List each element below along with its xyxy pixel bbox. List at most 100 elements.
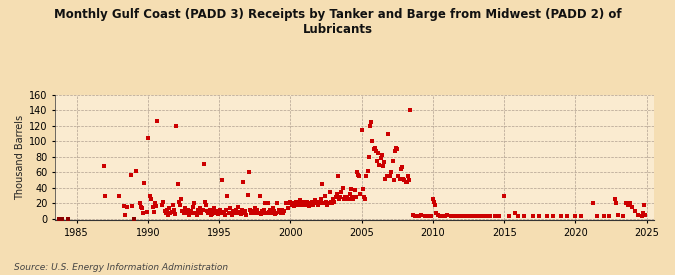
Point: [157, 203, 167, 207]
Point: [230, 210, 240, 215]
Point: [159, 209, 170, 213]
Point: [209, 206, 220, 210]
Point: [196, 210, 207, 215]
Point: [377, 153, 387, 158]
Point: [402, 180, 412, 184]
Point: [430, 203, 441, 207]
Point: [258, 210, 269, 215]
Point: [383, 131, 394, 136]
Point: [222, 193, 233, 198]
Point: [134, 201, 145, 205]
Point: [477, 214, 488, 219]
Point: [269, 212, 280, 216]
Point: [344, 192, 355, 196]
Point: [283, 206, 294, 210]
Point: [338, 186, 348, 190]
Point: [331, 192, 342, 196]
Point: [239, 210, 250, 215]
Point: [313, 200, 324, 204]
Point: [425, 214, 436, 219]
Point: [248, 211, 259, 216]
Point: [494, 213, 505, 218]
Point: [368, 147, 379, 151]
Point: [335, 195, 346, 199]
Point: [315, 201, 325, 205]
Point: [254, 193, 265, 198]
Point: [342, 195, 353, 199]
Point: [136, 206, 147, 210]
Point: [391, 146, 402, 151]
Point: [637, 213, 647, 218]
Point: [279, 209, 290, 213]
Point: [195, 206, 206, 210]
Point: [321, 200, 331, 204]
Point: [338, 197, 349, 202]
Point: [441, 213, 452, 217]
Point: [236, 208, 247, 213]
Point: [121, 205, 132, 209]
Point: [278, 210, 289, 215]
Point: [294, 201, 304, 205]
Point: [387, 159, 398, 163]
Point: [296, 201, 306, 205]
Text: Source: U.S. Energy Information Administration: Source: U.S. Energy Information Administ…: [14, 263, 227, 272]
Point: [340, 195, 350, 199]
Point: [200, 203, 211, 207]
Point: [180, 210, 191, 214]
Point: [317, 182, 328, 186]
Point: [173, 200, 184, 204]
Point: [194, 210, 205, 214]
Point: [308, 203, 319, 207]
Point: [627, 205, 638, 209]
Point: [197, 208, 208, 213]
Point: [146, 197, 157, 202]
Point: [328, 197, 339, 202]
Point: [131, 169, 142, 173]
Point: [305, 201, 316, 205]
Point: [242, 192, 253, 197]
Point: [354, 174, 364, 178]
Point: [527, 213, 538, 218]
Point: [152, 118, 163, 123]
Point: [185, 209, 196, 213]
Point: [163, 213, 173, 217]
Point: [288, 201, 298, 205]
Point: [304, 204, 315, 209]
Point: [603, 214, 614, 219]
Point: [362, 169, 373, 173]
Point: [324, 189, 335, 194]
Point: [259, 207, 270, 212]
Point: [171, 124, 182, 128]
Point: [439, 213, 450, 218]
Point: [189, 201, 200, 205]
Point: [303, 201, 314, 205]
Point: [165, 211, 176, 216]
Point: [217, 211, 228, 216]
Point: [136, 205, 146, 209]
Point: [177, 209, 188, 213]
Point: [394, 177, 405, 182]
Point: [169, 208, 180, 213]
Point: [200, 200, 211, 204]
Point: [161, 210, 171, 215]
Point: [341, 197, 352, 202]
Point: [400, 180, 411, 184]
Point: [319, 201, 329, 205]
Point: [618, 213, 628, 218]
Point: [277, 208, 288, 213]
Point: [244, 170, 254, 175]
Point: [427, 197, 438, 202]
Point: [219, 210, 230, 214]
Point: [148, 210, 159, 214]
Point: [284, 201, 294, 205]
Point: [285, 200, 296, 204]
Point: [374, 163, 385, 167]
Point: [188, 205, 198, 209]
Point: [371, 148, 381, 153]
Point: [347, 195, 358, 199]
Point: [211, 209, 222, 213]
Point: [142, 136, 153, 141]
Point: [186, 210, 197, 215]
Point: [120, 213, 131, 217]
Point: [363, 155, 374, 159]
